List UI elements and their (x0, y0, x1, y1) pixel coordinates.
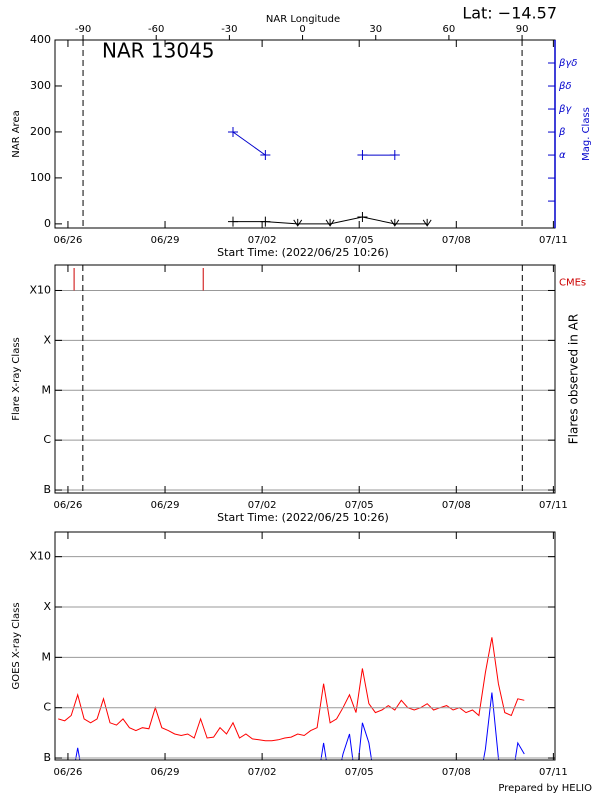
y2-tick-label: α (559, 150, 566, 161)
marker (260, 216, 271, 227)
marker (260, 150, 271, 161)
y-axis-label: Flare X-ray Class (11, 337, 22, 421)
footer: Prepared by HELIO (498, 783, 592, 794)
y-tick-label: X10 (29, 283, 51, 296)
x-tick-label: 06/29 (151, 235, 180, 246)
x2-axis-label: NAR Longitude (266, 14, 340, 25)
x2-tick-label: 60 (443, 24, 456, 35)
marker (357, 211, 368, 222)
y-tick-label: 200 (30, 125, 51, 138)
y-axis-label: NAR Area (11, 110, 22, 157)
plot-frame (54, 264, 556, 494)
annotation: Lat: −14.57 (462, 4, 557, 23)
y-tick-label: 300 (30, 79, 51, 92)
series-line (58, 637, 525, 742)
marker (325, 218, 335, 227)
x-tick-label: 07/02 (248, 500, 277, 511)
x-tick-label: 06/26 (54, 500, 83, 511)
series-line (232, 131, 266, 156)
y-tick-label: B (43, 483, 51, 496)
x-tick-label: 07/02 (248, 235, 277, 246)
x-tick-label: 07/02 (248, 767, 277, 778)
x-tick-label: 07/11 (539, 235, 568, 246)
x-tick-label: 06/29 (151, 500, 180, 511)
x2-tick-label: 90 (516, 24, 529, 35)
x2-tick-label: 30 (369, 24, 382, 35)
y-tick-label: M (42, 650, 52, 663)
x-axis-label: Start Time: (2022/06/25 10:26) (217, 511, 389, 524)
x-tick-label: 07/05 (345, 767, 374, 778)
y-tick-label: 400 (30, 33, 51, 46)
y2-tick-label: β (558, 127, 566, 138)
y-tick-label: X (43, 333, 51, 346)
x-axis-label: Start Time: (2022/06/25 10:26) (217, 246, 389, 259)
y-tick-label: C (43, 433, 51, 446)
x2-tick-label: -60 (148, 24, 164, 35)
x-tick-label: 06/26 (54, 235, 83, 246)
x2-tick-label: 0 (299, 24, 305, 35)
marker (422, 218, 432, 227)
y2-axis-label: Mag. Class (581, 107, 592, 161)
y-axis-label: GOES X-ray Class (11, 602, 22, 689)
x-tick-label: 07/08 (442, 235, 471, 246)
marker (357, 150, 368, 161)
x2-tick-label: -30 (221, 24, 237, 35)
y2-tick-label: βγδ (558, 58, 577, 69)
y-tick-label: 100 (30, 171, 51, 184)
chart-title: NAR 13045 (102, 39, 215, 63)
y-tick-label: B (43, 751, 51, 764)
x-tick-label: 07/05 (345, 235, 374, 246)
y-tick-label: C (43, 701, 51, 714)
x-tick-label: 07/08 (442, 767, 471, 778)
plot-frame (54, 531, 556, 761)
y-tick-label: M (42, 383, 52, 396)
marker (389, 150, 400, 161)
y-tick-label: 0 (44, 217, 51, 230)
y2-tick-label: βγ (558, 104, 572, 115)
y-tick-label: X10 (29, 550, 51, 563)
x-tick-label: 07/11 (539, 767, 568, 778)
marker (227, 216, 238, 227)
y-tick-label: X (43, 600, 51, 613)
marker (227, 127, 238, 138)
x-tick-label: 07/08 (442, 500, 471, 511)
marker (390, 218, 400, 227)
y2-axis-label: Flares observed in AR (567, 314, 581, 444)
y2-tick-label: βδ (558, 81, 572, 92)
x-tick-label: 06/29 (151, 767, 180, 778)
cme-label: CMEs (559, 277, 586, 288)
x-tick-label: 06/26 (54, 767, 83, 778)
marker (293, 218, 303, 227)
x-tick-label: 07/05 (345, 500, 374, 511)
plot-area (58, 637, 525, 760)
x-tick-label: 07/11 (539, 500, 568, 511)
x2-tick-label: -90 (75, 24, 91, 35)
